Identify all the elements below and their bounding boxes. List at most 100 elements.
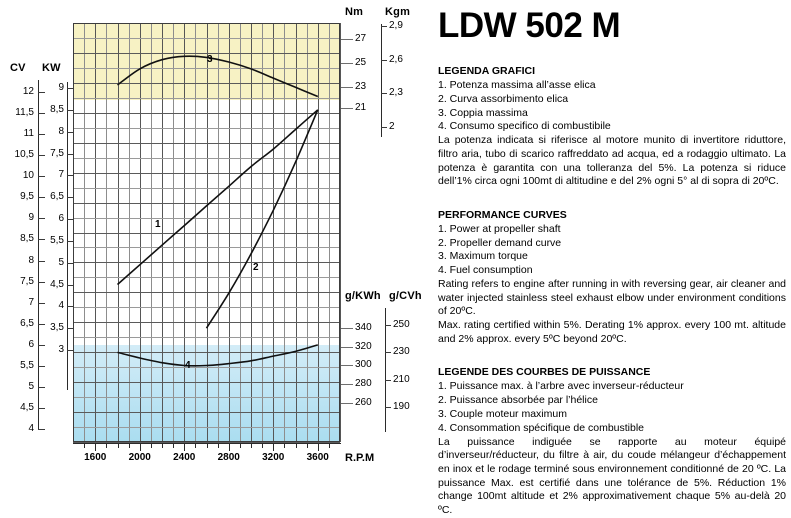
axis-tick-label-cv: 8,5 [20, 233, 34, 245]
axis-tick-kw [67, 109, 74, 111]
legend-it-item: 2. Curva assorbimento elica [438, 92, 569, 105]
rpm-tick [284, 444, 286, 448]
curve-max-torque [117, 55, 319, 98]
rpm-tick-label: 2000 [128, 452, 151, 463]
axis-tick-label-kw: 8,5 [50, 103, 64, 115]
axis-tick-kw [67, 175, 74, 177]
rpm-tick [150, 444, 152, 448]
axis-title-nm: Nm [345, 6, 364, 18]
gridline-horizontal [73, 112, 340, 114]
curve-propeller-demand [205, 109, 319, 329]
gridline-horizontal [73, 142, 340, 144]
axis-tick-cv [38, 239, 45, 241]
axis-rule-kw [67, 82, 68, 390]
gridline-horizontal [73, 157, 340, 159]
axis-tick-cv [38, 218, 45, 220]
axis-tick-label-cv: 5,5 [20, 359, 34, 371]
axis-tick-label-cv: 7,5 [20, 275, 34, 287]
gridline-horizontal [73, 82, 340, 84]
axis-rule-gcvh [385, 308, 386, 432]
rpm-tick [117, 444, 119, 448]
rpm-tick [328, 444, 330, 448]
axis-tick-label-nm: 25 [355, 57, 367, 68]
curve-label-4: 4 [185, 360, 191, 371]
axis-tick-label-cv: 10 [22, 170, 34, 182]
axis-tick-kw [67, 262, 74, 264]
axis-tick-label-kw: 6,5 [50, 191, 64, 203]
rpm-tick [139, 444, 141, 451]
axis-tick-label-gcvh: 230 [393, 346, 410, 357]
legend-fr-paragraph: La puissance indiguée se rapporte au mot… [438, 435, 786, 516]
axis-tick-label-kw: 4 [58, 300, 64, 312]
engine-title: LDW 502 M [438, 6, 621, 45]
legend-fr-heading: LEGENDE DES COURBES DE PUISSANCE [438, 366, 651, 379]
gridline-horizontal [73, 412, 340, 414]
axis-tick-label-gcvh: 210 [393, 374, 410, 385]
legend-it-item: 1. Potenza massima all’asse elica [438, 78, 596, 91]
axis-tick-cv [38, 260, 45, 262]
rpm-tick [84, 444, 86, 448]
axis-tick-cv [38, 281, 45, 283]
legend-en-item: 2. Propeller demand curve [438, 236, 562, 249]
axis-tick-gcvh [385, 352, 391, 353]
rpm-tick [217, 444, 219, 448]
gridline-horizontal [73, 307, 340, 309]
axis-tick-label-kw: 7,5 [50, 147, 64, 159]
axis-tick-cv [38, 323, 45, 325]
gridline-horizontal [73, 247, 340, 249]
gridline-horizontal [73, 262, 340, 264]
rpm-tick-label: 3600 [306, 452, 329, 463]
rpm-tick-label: 1600 [84, 452, 107, 463]
gridline-horizontal [73, 427, 340, 429]
axis-rule-nm-ext [341, 108, 353, 109]
gridline-horizontal [73, 232, 340, 234]
rpm-tick-label: 2800 [217, 452, 240, 463]
rpm-tick [162, 444, 163, 448]
axis-tick-label-cv: 6,5 [20, 317, 34, 329]
axis-tick-kw [67, 88, 74, 89]
axis-tick-label-kgm: 2,3 [389, 87, 403, 98]
rpm-tick [295, 444, 297, 448]
gridline-horizontal [73, 97, 340, 99]
axis-tick-kw [67, 153, 74, 155]
axis-tick-label-nm: 21 [355, 102, 367, 113]
axis-rule-cv [38, 80, 39, 430]
axis-tick-cv [38, 92, 45, 93]
gridline-horizontal [73, 367, 340, 369]
axis-tick-kw [67, 131, 74, 133]
axis-title-kw: KW [42, 62, 61, 74]
axis-tick-label-gcvh: 250 [393, 319, 410, 330]
axis-rule-gkwh-ext [341, 328, 353, 329]
legend-en-paragraph-1: Rating refers to engine after running in… [438, 278, 786, 318]
rpm-tick [228, 444, 230, 451]
axis-tick-label-cv: 9 [28, 212, 34, 224]
gridline-horizontal [73, 172, 340, 174]
axis-tick-label-kw: 3 [58, 344, 64, 355]
rpm-tick [106, 444, 108, 448]
axis-tick-label-cv: 7 [28, 296, 34, 308]
legend-it-paragraph: La potenza indicata si riferisce al moto… [438, 134, 786, 188]
axis-title-gkwh: g/KWh [345, 290, 381, 302]
rpm-tick [184, 444, 186, 451]
axis-tick-label-kw: 5,5 [50, 234, 64, 246]
rpm-tick [239, 444, 241, 448]
gridline-horizontal [73, 202, 340, 204]
axis-tick-cv [38, 113, 45, 115]
axis-tick-cv [38, 407, 45, 409]
rpm-tick-label: 3200 [262, 452, 285, 463]
curves-svg [116, 55, 319, 367]
legend-fr-item: 4. Consommation spécifique de combustibl… [438, 421, 645, 434]
curve-fuel-consumption [117, 344, 319, 367]
axis-tick-label-cv: 10,5 [14, 149, 34, 161]
axis-tick-label-kw: 3,5 [50, 322, 64, 334]
gridline-horizontal [73, 382, 340, 384]
rpm-tick [317, 444, 319, 451]
gridline-horizontal [73, 337, 340, 339]
gridline-horizontal [73, 127, 340, 129]
rpm-tick [251, 444, 252, 448]
axis-tick-kgm [381, 60, 387, 61]
curve-label-1: 1 [155, 219, 161, 230]
legend-fr-item: 2. Puissance absorbée par l’hélice [438, 394, 598, 407]
axis-tick-label-gkwh: 260 [355, 397, 372, 408]
rpm-tick [173, 444, 175, 448]
